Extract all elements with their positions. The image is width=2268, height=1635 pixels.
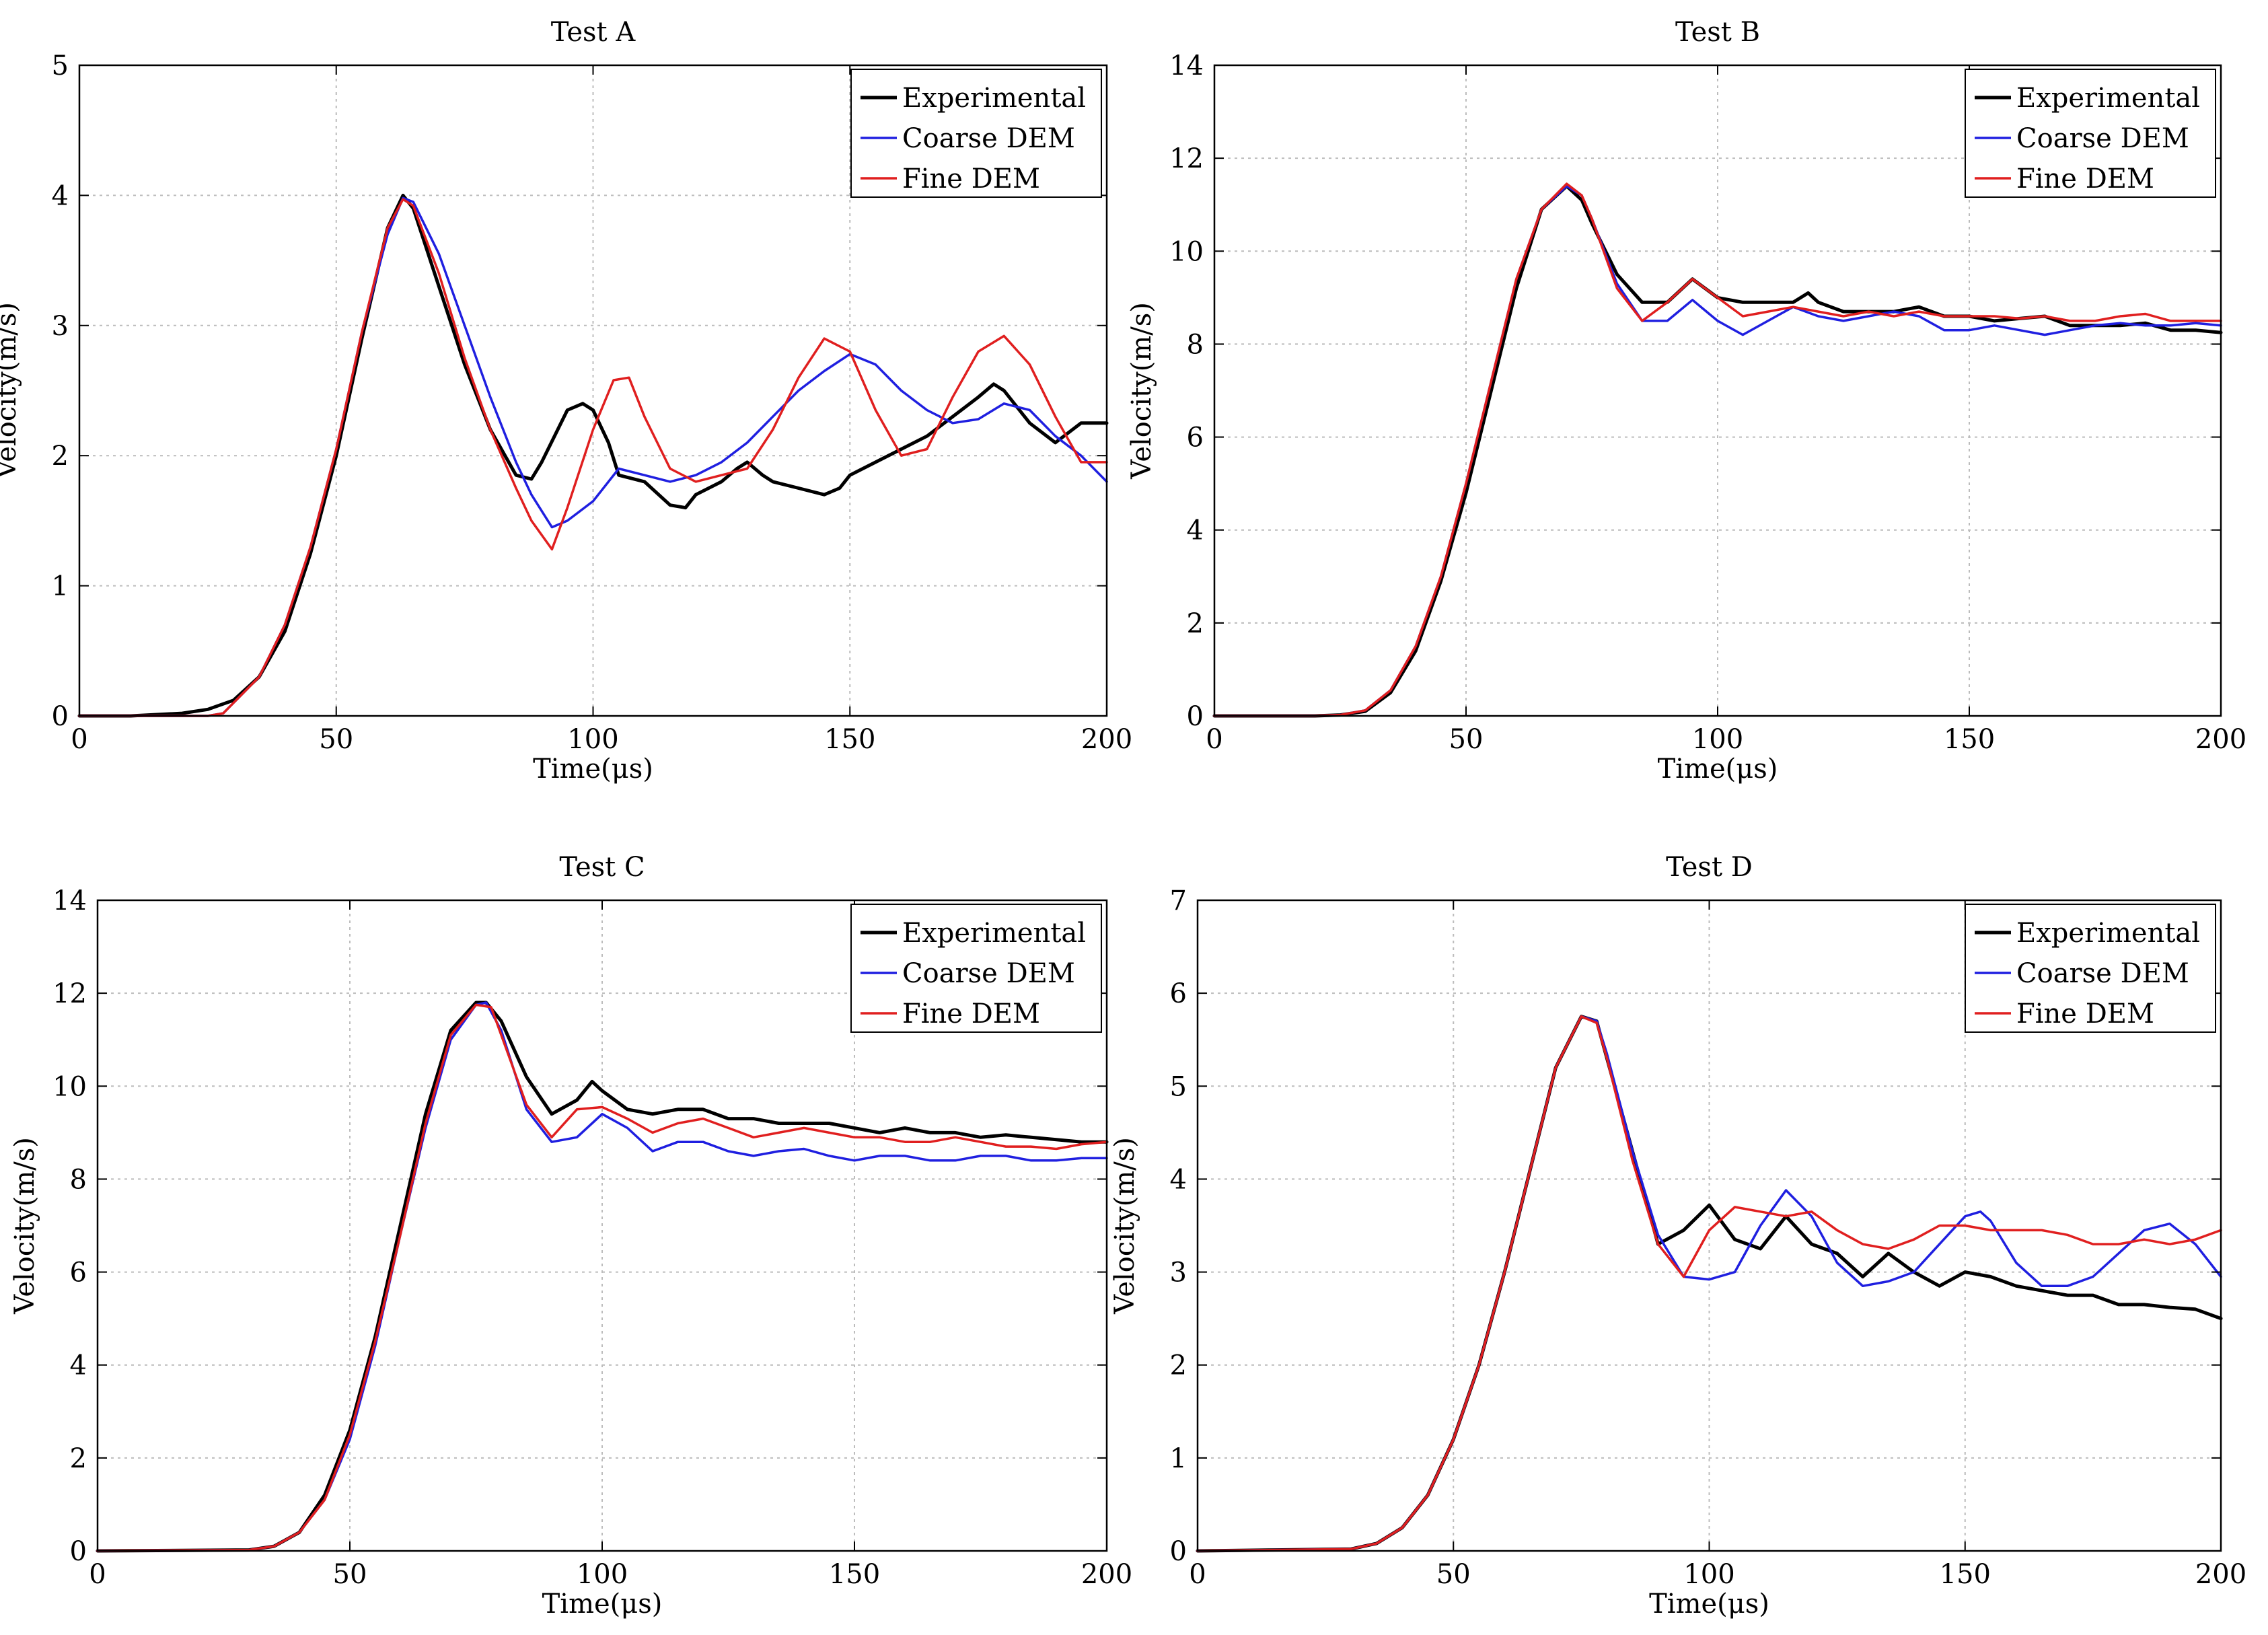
y-tick-label: 1 (52, 571, 69, 602)
x-axis-label: Time(μs) (533, 754, 653, 785)
legend-box (1965, 69, 2216, 198)
y-axis-label: Velocity(m/s) (9, 1137, 40, 1315)
y-tick-label: 3 (1170, 1258, 1187, 1288)
y-tick-label: 14 (1169, 50, 1204, 81)
y-tick-label: 12 (52, 978, 87, 1009)
y-tick-label: 4 (52, 180, 69, 211)
x-tick-label: 150 (829, 1559, 880, 1590)
legend-label-fine-dem: Fine DEM (902, 998, 1040, 1029)
y-tick-label: 6 (70, 1258, 87, 1288)
legend-box (850, 69, 1102, 198)
x-tick-label: 50 (319, 724, 353, 755)
x-tick-label: 200 (2195, 724, 2246, 755)
y-tick-label: 2 (1170, 1350, 1187, 1381)
x-tick-label: 150 (1944, 724, 1995, 755)
chart-title: Test A (551, 17, 636, 48)
legend-label-coarse-dem: Coarse DEM (902, 123, 1075, 154)
y-tick-label: 2 (1187, 608, 1204, 639)
y-tick-label: 5 (52, 50, 69, 81)
chart-panel-2: 0 50 100 150 200 0 2 4 6 8 10 12 14 Test B Time(μs) Vel… (1126, 17, 2246, 785)
x-tick-label: 50 (1436, 1559, 1471, 1590)
y-tick-label: 8 (1187, 329, 1204, 360)
series-line-fine-dem (1213, 182, 2222, 717)
legend-label-fine-dem: Fine DEM (902, 164, 1040, 194)
y-tick-label: 10 (1169, 236, 1204, 267)
legend-label-fine-dem: Fine DEM (2016, 998, 2154, 1029)
x-tick-label: 50 (333, 1559, 367, 1590)
legend-label-coarse-dem: Coarse DEM (2016, 123, 2189, 154)
legend: Experimental Coarse DEM Fine DEM (850, 69, 1102, 198)
x-tick-label: 0 (1206, 724, 1222, 755)
series-line-fine-dem (78, 198, 1108, 717)
x-tick-label: 100 (577, 1559, 628, 1590)
series-line-experimental (77, 193, 1109, 718)
x-tick-label: 200 (1081, 1559, 1132, 1590)
chart-panel-4: 0 50 100 150 200 0 1 2 3 4 5 6 7 Test D Time(μs) Veloci… (1109, 852, 2246, 1620)
y-tick-label: 8 (70, 1164, 87, 1195)
x-axis-label: Time(μs) (1658, 754, 1778, 785)
y-axis-label: Velocity(m/s) (1109, 1137, 1140, 1315)
y-tick-label: 0 (1170, 1536, 1187, 1567)
y-axis-label: Velocity(m/s) (1126, 302, 1157, 480)
y-tick-label: 6 (1187, 423, 1204, 453)
y-tick-label: 6 (1170, 978, 1187, 1009)
legend-label-experimental: Experimental (2016, 83, 2200, 114)
x-tick-label: 150 (824, 724, 875, 755)
chart-title: Test D (1666, 852, 1753, 883)
y-tick-label: 4 (1170, 1164, 1187, 1195)
y-tick-label: 0 (1187, 701, 1204, 732)
x-tick-label: 0 (1189, 1559, 1206, 1590)
x-axis-label: Time(μs) (1649, 1589, 1769, 1620)
y-tick-label: 14 (52, 885, 87, 916)
y-tick-label: 0 (70, 1536, 87, 1567)
y-tick-label: 4 (1187, 515, 1204, 546)
chart-panel-1: 0 50 100 150 200 0 1 2 3 4 5 Test A Time(μs) Velocity… (0, 17, 1132, 785)
x-tick-label: 100 (1683, 1559, 1734, 1590)
legend-label-experimental: Experimental (2016, 918, 2200, 949)
y-axis-label: Velocity(m/s) (0, 302, 22, 480)
chart-panel-3: 0 50 100 150 200 0 2 4 6 8 10 12 14 Test C Time(μs) Vel… (9, 852, 1132, 1620)
series-line-experimental (96, 1001, 1109, 1553)
legend-label-coarse-dem: Coarse DEM (902, 958, 1075, 989)
x-tick-label: 50 (1449, 724, 1484, 755)
legend-label-experimental: Experimental (902, 83, 1086, 114)
y-tick-label: 1 (1170, 1443, 1187, 1474)
x-tick-label: 100 (1692, 724, 1743, 755)
y-tick-label: 0 (52, 701, 69, 732)
series-line-fine-dem (96, 1003, 1108, 1552)
legend-box (850, 904, 1102, 1033)
y-tick-label: 2 (70, 1443, 87, 1474)
series-line-fine-dem (1196, 1015, 2222, 1552)
y-tick-label: 2 (52, 441, 69, 472)
y-tick-label: 10 (52, 1071, 87, 1102)
x-tick-label: 0 (71, 724, 87, 755)
legend: Experimental Coarse DEM Fine DEM (1965, 69, 2216, 198)
series-line-experimental (1212, 184, 2223, 718)
x-tick-label: 100 (567, 724, 618, 755)
y-tick-label: 4 (70, 1350, 87, 1381)
legend: Experimental Coarse DEM Fine DEM (850, 904, 1102, 1033)
y-tick-label: 12 (1169, 143, 1204, 174)
legend-label-coarse-dem: Coarse DEM (2016, 958, 2189, 989)
y-tick-label: 7 (1170, 885, 1187, 916)
y-tick-label: 3 (52, 311, 69, 342)
y-tick-label: 5 (1170, 1071, 1187, 1102)
chart-title: Test C (559, 852, 645, 883)
legend-box (1965, 904, 2216, 1033)
x-tick-label: 200 (2195, 1559, 2246, 1590)
x-tick-label: 150 (1940, 1559, 1991, 1590)
chart-title: Test B (1675, 17, 1760, 48)
legend-label-experimental: Experimental (902, 918, 1086, 949)
x-axis-label: Time(μs) (542, 1589, 663, 1620)
x-tick-label: 200 (1081, 724, 1132, 755)
series-line-coarse-dem (96, 1001, 1108, 1552)
x-tick-label: 0 (89, 1559, 106, 1590)
legend-label-fine-dem: Fine DEM (2016, 164, 2154, 194)
legend: Experimental Coarse DEM Fine DEM (1965, 904, 2216, 1033)
